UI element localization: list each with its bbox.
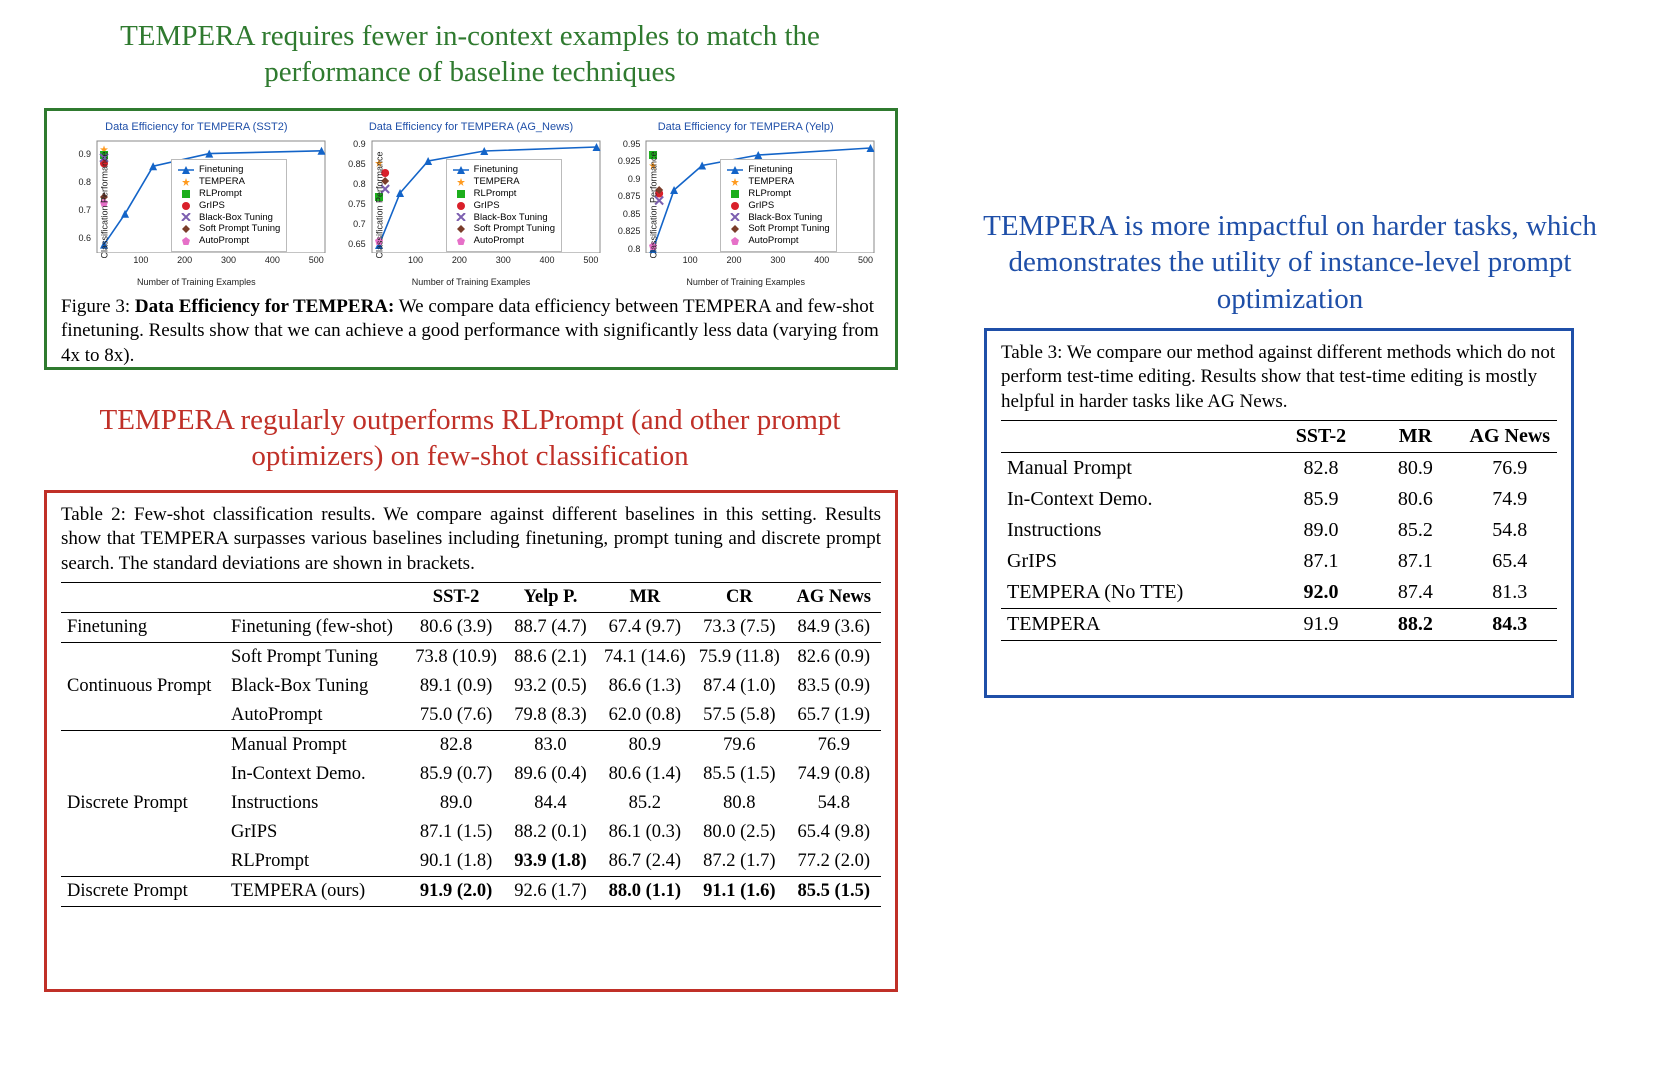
chart-legend: FinetuningTEMPERARLPromptGrIPSBlack-Box … xyxy=(720,159,836,252)
charts-row: Data Efficiency for TEMPERA (SST2)0.60.7… xyxy=(61,121,881,287)
x-axis-label: Number of Training Examples xyxy=(336,277,607,287)
headline-green: TEMPERA requires fewer in-context exampl… xyxy=(80,18,860,91)
y-axis-label: Classification Performance xyxy=(374,151,384,258)
table3: SST-2MRAG NewsManual Prompt82.880.976.9I… xyxy=(1001,420,1557,641)
chart-legend: FinetuningTEMPERARLPromptGrIPSBlack-Box … xyxy=(171,159,287,252)
y-axis-label: Classification Performance xyxy=(100,151,110,258)
table3-caption: Table 3: We compare our method against d… xyxy=(1001,341,1557,414)
mini-chart: Data Efficiency for TEMPERA (SST2)0.60.7… xyxy=(61,121,332,287)
headline-red: TEMPERA regularly outperforms RLPrompt (… xyxy=(60,402,880,475)
chart-title: Data Efficiency for TEMPERA (AG_News) xyxy=(336,121,607,133)
x-axis-label: Number of Training Examples xyxy=(61,277,332,287)
panel-table2: Table 2: Few-shot classification results… xyxy=(44,490,898,992)
chart-title: Data Efficiency for TEMPERA (SST2) xyxy=(61,121,332,133)
x-axis-label: Number of Training Examples xyxy=(610,277,881,287)
y-axis-label: Classification Performance xyxy=(649,151,659,258)
chart-title: Data Efficiency for TEMPERA (Yelp) xyxy=(610,121,881,133)
table2-caption: Table 2: Few-shot classification results… xyxy=(61,503,881,576)
panel-table3: Table 3: We compare our method against d… xyxy=(984,328,1574,698)
panel-data-efficiency: Data Efficiency for TEMPERA (SST2)0.60.7… xyxy=(44,108,898,370)
mini-chart: Data Efficiency for TEMPERA (Yelp)0.80.8… xyxy=(610,121,881,287)
mini-chart: Data Efficiency for TEMPERA (AG_News)0.6… xyxy=(336,121,607,287)
chart-legend: FinetuningTEMPERARLPromptGrIPSBlack-Box … xyxy=(446,159,562,252)
headline-blue: TEMPERA is more impactful on harder task… xyxy=(960,208,1620,317)
figure3-caption: Figure 3: Data Efficiency for TEMPERA: W… xyxy=(61,295,881,368)
table2: SST-2Yelp P.MRCRAG NewsFinetuningFinetun… xyxy=(61,582,881,907)
